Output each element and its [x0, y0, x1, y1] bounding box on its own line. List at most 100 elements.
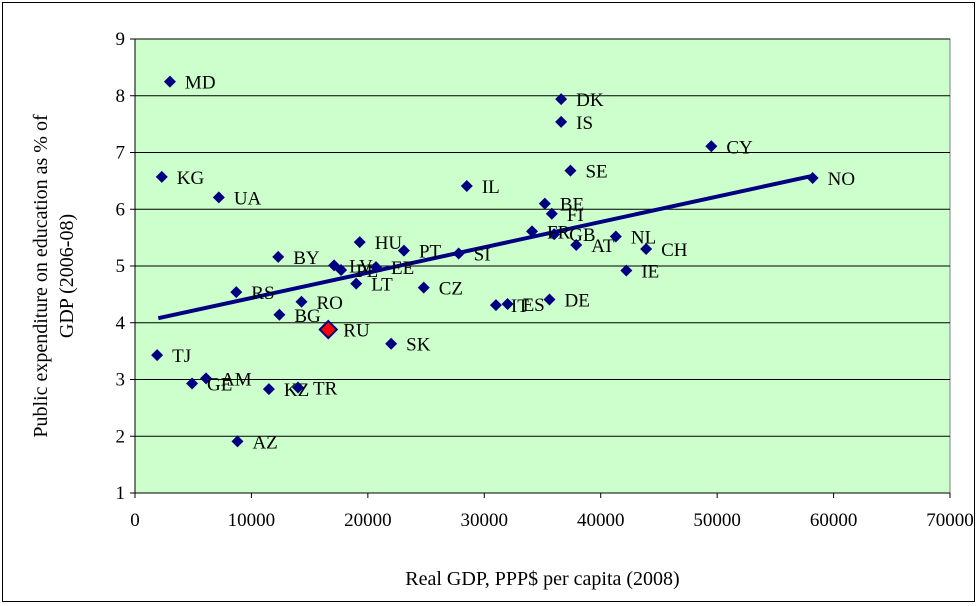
data-point-ee	[370, 261, 383, 274]
point-label-ru: RU	[343, 321, 370, 342]
point-label-es: ES	[523, 295, 545, 316]
point-label-am: AM	[221, 369, 252, 390]
point-label-kg: KG	[177, 168, 205, 189]
point-label-nl: NL	[631, 227, 656, 248]
y-tick-label: 6	[116, 199, 126, 220]
x-tick-label: 50000	[693, 510, 741, 531]
data-point-lt	[350, 277, 363, 290]
data-point-se	[564, 164, 577, 177]
data-point-gb	[548, 228, 561, 241]
point-label-bg: BG	[294, 306, 321, 327]
point-label-rs: RS	[251, 283, 274, 304]
y-tick-label: 2	[116, 426, 126, 447]
data-point-tr	[292, 381, 304, 394]
x-tick-label: 40000	[577, 510, 625, 531]
data-point-at	[570, 239, 583, 252]
point-label-tr: TR	[313, 378, 338, 399]
data-point-pt	[397, 244, 410, 257]
x-tick-label: 0	[130, 510, 140, 531]
data-point-ua	[212, 191, 225, 204]
point-label-si: SI	[474, 245, 491, 266]
point-label-pt: PT	[419, 242, 442, 263]
x-tick-label: 20000	[344, 510, 392, 531]
point-label-lv: LV	[349, 256, 373, 277]
data-point-it	[489, 299, 502, 312]
y-tick-label: 4	[116, 313, 126, 334]
x-tick-label: 30000	[461, 510, 509, 531]
data-point-pl	[335, 263, 348, 276]
data-point-am	[200, 372, 213, 385]
y-tick-label: 3	[116, 370, 126, 391]
data-point-rs	[230, 286, 243, 299]
data-point-cz	[417, 281, 430, 294]
data-point-bg	[273, 308, 286, 321]
y-axis-title-line1: Public expenditure on education as % of	[30, 114, 52, 438]
y-tick-label: 7	[116, 143, 126, 164]
point-label-ro: RO	[316, 293, 342, 314]
point-label-gb: GB	[569, 225, 595, 246]
point-label-is: IS	[576, 113, 593, 134]
data-point-es	[501, 298, 514, 311]
x-tick-label: 10000	[228, 510, 276, 531]
y-tick-label: 9	[116, 29, 126, 50]
data-point-be	[538, 197, 551, 210]
data-point-tj	[151, 349, 164, 362]
y-tick-label: 5	[116, 256, 126, 277]
point-label-ge: GE	[207, 374, 232, 395]
point-label-de: DE	[564, 290, 589, 311]
point-label-no: NO	[828, 169, 855, 190]
point-label-il: IL	[482, 177, 500, 198]
data-point-is	[555, 115, 568, 128]
data-point-de	[543, 293, 556, 306]
data-point-by	[272, 250, 285, 263]
data-point-ro	[295, 295, 308, 308]
data-point-ie	[620, 264, 633, 277]
y-axis-title-line2: GDP (2006-08)	[56, 214, 78, 338]
data-point-si	[452, 247, 465, 260]
data-point-fi	[545, 207, 558, 220]
x-axis-title: Real GDP, PPP$ per capita (2008)	[405, 568, 679, 590]
point-label-lt: LT	[371, 275, 393, 296]
data-point-kg	[155, 170, 168, 183]
x-axis-ticks: 0 10000 20000 30000 40000 50000 60000 70000	[130, 492, 974, 531]
point-label-md: MD	[185, 73, 216, 94]
point-label-by: BY	[293, 248, 320, 269]
point-label-at: AT	[591, 236, 615, 257]
point-label-tj: TJ	[172, 346, 191, 367]
point-label-ch: CH	[661, 240, 688, 261]
point-label-hu: HU	[375, 233, 403, 254]
y-axis-ticks: 1 2 3 4 5 6 7 8 9	[116, 29, 136, 504]
point-label-az: AZ	[252, 432, 277, 453]
point-label-fr: FR	[547, 222, 571, 243]
data-point-ch	[640, 242, 653, 255]
data-point-nl	[609, 230, 622, 243]
data-point-sk	[385, 337, 398, 350]
point-label-ie: IE	[641, 262, 659, 283]
point-label-ua: UA	[234, 188, 262, 209]
point-label-fi: FI	[567, 205, 584, 226]
data-point-hu	[353, 236, 366, 249]
y-tick-label: 8	[116, 86, 126, 107]
data-point-az	[231, 435, 244, 448]
point-label-dk: DK	[576, 90, 604, 111]
point-label-cz: CZ	[439, 279, 463, 300]
point-label-pl: PL	[356, 261, 378, 282]
point-label-be: BE	[560, 195, 584, 216]
data-point-fr	[526, 225, 539, 238]
data-point-kz	[262, 383, 275, 396]
data-point-il	[460, 179, 473, 192]
point-label-se: SE	[585, 162, 607, 183]
trendline	[157, 174, 811, 321]
point-label-cy: CY	[726, 137, 753, 158]
x-tick-label: 60000	[810, 510, 858, 531]
point-label-ee: EE	[391, 258, 414, 279]
y-tick-label: 1	[116, 483, 126, 504]
data-point-md	[163, 75, 176, 88]
data-point-ge	[186, 377, 199, 390]
point-label-it: IT	[511, 296, 529, 317]
point-label-kz: KZ	[284, 380, 309, 401]
data-points	[151, 75, 819, 448]
data-point-ru	[318, 319, 339, 340]
